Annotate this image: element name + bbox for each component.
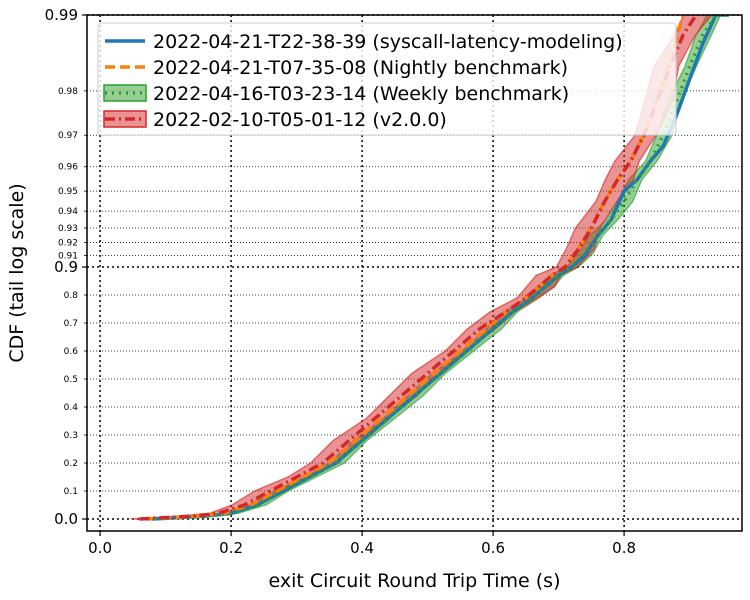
y-major-tick-label: 0.0 [54, 510, 78, 528]
legend-entry: 2022-04-21-T22-38-39 (syscall-latency-mo… [105, 31, 623, 53]
y-minor-tick-label: 0.1 [64, 487, 78, 497]
legend-label: 2022-04-21-T07-35-08 (Nightly benchmark) [153, 57, 568, 79]
legend-label: 2022-04-16-T03-23-14 (Weekly benchmark) [153, 83, 569, 105]
y-major-tick-label: 0.9 [54, 258, 78, 276]
legend-label: 2022-04-21-T22-38-39 (syscall-latency-mo… [153, 31, 623, 53]
y-axis-title: CDF (tail log scale) [6, 183, 28, 362]
y-minor-tick-label: 0.95 [58, 187, 78, 197]
y-minor-tick-label: 0.94 [58, 207, 78, 217]
y-minor-tick-label: 0.5 [64, 375, 78, 385]
y-minor-tick-label: 0.98 [58, 87, 78, 97]
legend-swatch-band [103, 84, 147, 102]
y-minor-tick-label: 0.6 [64, 347, 79, 357]
y-minor-tick-label: 0.7 [64, 319, 78, 329]
x-tick-label: 0.0 [88, 539, 112, 557]
legend: 2022-04-21-T22-38-39 (syscall-latency-mo… [97, 22, 677, 136]
x-tick-label: 0.4 [350, 539, 374, 557]
legend-entry: 2022-04-16-T03-23-14 (Weekly benchmark) [103, 83, 569, 105]
series-line-3 [139, 15, 698, 521]
x-tick-label: 0.8 [612, 539, 636, 557]
y-minor-tick-label: 0.92 [58, 239, 78, 249]
legend-label: 2022-02-10-T05-01-12 (v2.0.0) [153, 109, 447, 131]
series-line-0 [152, 15, 729, 521]
series-lines [139, 15, 729, 521]
legend-entry: 2022-04-21-T07-35-08 (Nightly benchmark) [105, 57, 568, 79]
y-minor-tick-label: 0.2 [64, 459, 78, 469]
y-minor-tick-label: 0.4 [64, 403, 79, 413]
y-minor-tick-label: 0.3 [64, 431, 78, 441]
x-tick-label: 0.2 [219, 539, 243, 557]
x-tick-label: 0.6 [481, 539, 505, 557]
y-minor-tick-label: 0.97 [58, 131, 78, 141]
y-minor-tick-label: 0.8 [64, 291, 79, 301]
plot-frame [86, 14, 743, 532]
axis-ticks: 0.0 0.2 0.4 0.6 0.8 0.0 0.9 0.99 0.1 0.2 0.3 0.4 0.5… [45, 6, 636, 557]
x-axis-title: exit Circuit Round Trip Time (s) [269, 570, 561, 592]
y-minor-tick-label: 0.91 [58, 251, 78, 261]
y-minor-tick-label: 0.93 [58, 224, 78, 234]
y-minor-tick-label: 0.96 [58, 163, 78, 173]
legend-entry: 2022-02-10-T05-01-12 (v2.0.0) [103, 109, 447, 131]
legend-box [97, 22, 677, 136]
y-major-tick-label: 0.99 [45, 6, 78, 24]
